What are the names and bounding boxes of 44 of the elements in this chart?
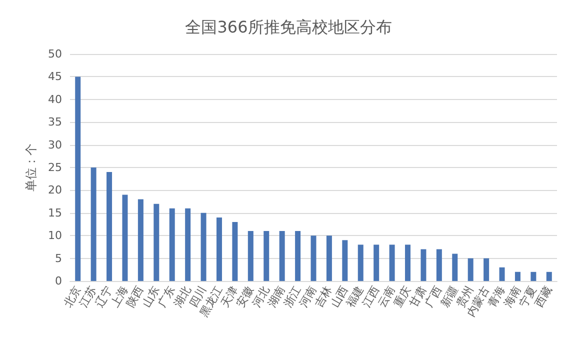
y-tick-label: 25 — [48, 161, 62, 174]
bar — [295, 231, 301, 281]
bar — [232, 222, 238, 281]
bar — [342, 240, 348, 281]
bar — [530, 272, 536, 281]
bar — [185, 208, 191, 281]
bar — [546, 272, 552, 281]
bar — [200, 212, 206, 281]
y-axis-title: 单位：个 — [24, 144, 38, 192]
y-tick-label: 45 — [48, 70, 62, 84]
bar — [169, 208, 175, 281]
bar — [154, 204, 160, 281]
bar — [216, 217, 222, 281]
bar — [310, 236, 316, 281]
bar — [452, 254, 458, 281]
bar — [374, 244, 380, 281]
y-tick-label: 15 — [48, 206, 62, 220]
y-tick-label: 5 — [55, 252, 62, 265]
bar — [138, 199, 144, 281]
chart-title: 全国366所推免高校地区分布 — [185, 18, 392, 36]
bar — [75, 76, 81, 281]
bar — [436, 249, 442, 281]
bar — [468, 258, 474, 281]
bar — [326, 236, 332, 281]
bar — [90, 168, 96, 281]
bar — [122, 194, 128, 281]
bar — [514, 272, 520, 281]
y-tick-label: 20 — [48, 184, 62, 197]
y-tick-label: 30 — [48, 138, 62, 152]
bar — [389, 244, 395, 281]
bar — [106, 172, 112, 281]
bar — [264, 231, 270, 281]
bar — [420, 249, 426, 281]
y-tick-label: 0 — [55, 274, 62, 288]
bar — [248, 231, 254, 281]
y-tick-label: 35 — [48, 116, 62, 129]
y-tick-label: 10 — [48, 229, 62, 242]
bar — [358, 244, 364, 281]
bar — [405, 244, 411, 281]
y-tick-label: 50 — [48, 48, 62, 60]
bar — [484, 258, 490, 281]
bar — [279, 231, 285, 281]
bar — [499, 267, 505, 281]
y-tick-label: 40 — [48, 92, 62, 106]
